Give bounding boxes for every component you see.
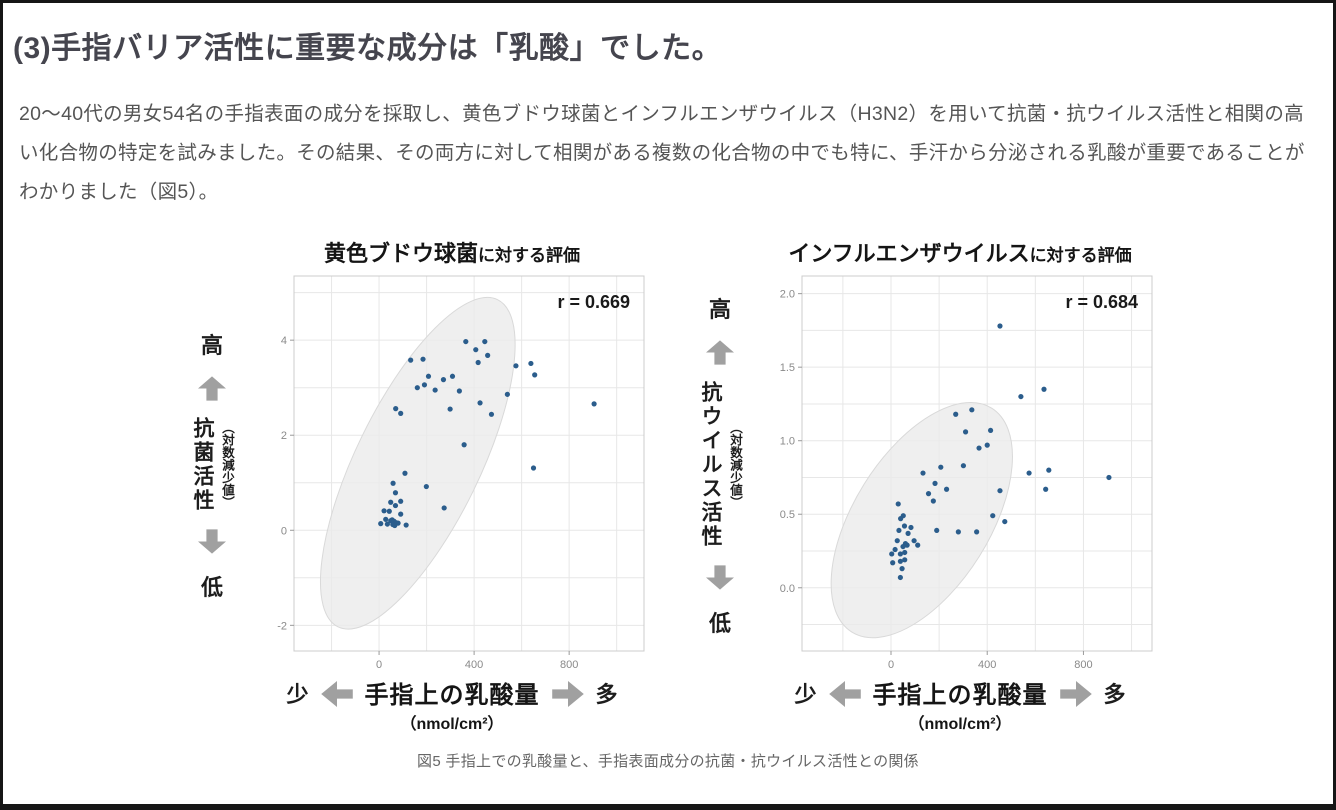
svg-text:800: 800 — [1074, 659, 1092, 671]
down-arrow-icon — [706, 564, 734, 590]
x-axis-title-sub: （nmol/cm²） — [908, 716, 1012, 733]
chart-title-antibacterial: 黄色ブドウ球菌に対する評価 — [324, 236, 580, 266]
chart-block-antibacterial: 高 抗菌活性 （対数減少値） 低 黄色ブドウ球菌に対する評価 — [174, 236, 654, 734]
svg-text:0: 0 — [376, 659, 382, 671]
figure-caption: 図5 手指上での乳酸量と、手指表面成分の抗菌・抗ウイルス活性との関係 — [417, 753, 919, 770]
y-axis-title: 抗ウイルス活性 （対数減少値） — [695, 381, 745, 549]
chart-block-antiviral: 高 抗ウイルス活性 （対数減少値） 低 インフルエンザウイルスに対 — [682, 236, 1162, 734]
scatter-plot-antiviral: 0 400 800 2.0 1.5 1.0 0.5 0.0 r = 0.684 — [780, 275, 1153, 671]
y-axis-title-sub: （対数減少値） — [220, 420, 234, 509]
chart-title-main: インフルエンザウイルス — [788, 241, 1030, 266]
chart-title-antiviral: インフルエンザウイルスに対する評価 — [788, 236, 1131, 266]
svg-text:2: 2 — [281, 430, 287, 442]
chart-main-antiviral: インフルエンザウイルスに対する評価 0 400 800 2.0 1.5 1.0 0.5 0.0… — [758, 236, 1162, 734]
svg-text:400: 400 — [465, 659, 483, 671]
x-high-label: 多 — [595, 682, 618, 707]
right-arrow-icon — [551, 681, 584, 707]
svg-text:400: 400 — [978, 659, 996, 671]
x-low-label: 少 — [794, 682, 817, 707]
y-axis-annotation-antibacterial: 高 抗菌活性 （対数減少値） 低 — [174, 274, 250, 655]
up-arrow-icon — [706, 339, 734, 365]
up-arrow-icon — [198, 375, 226, 401]
x-low-label: 少 — [286, 682, 309, 707]
chart-title-suffix: に対する評価 — [1029, 246, 1132, 265]
x-axis-title-main: 手指上の乳酸量 — [364, 682, 540, 709]
figure-5: 高 抗菌活性 （対数減少値） 低 黄色ブドウ球菌に対する評価 — [3, 236, 1333, 771]
svg-text:-2: -2 — [277, 620, 287, 632]
left-arrow-icon — [828, 681, 861, 707]
chart-title-main: 黄色ブドウ球菌 — [323, 241, 478, 266]
svg-text:0.0: 0.0 — [780, 583, 795, 595]
y-axis-title-main: 抗ウイルス活性 — [699, 380, 722, 549]
y-high-label: 高 — [708, 296, 731, 322]
svg-text:1.5: 1.5 — [780, 362, 795, 374]
x-axis-title-main: 手指上の乳酸量 — [872, 682, 1048, 709]
svg-text:0: 0 — [888, 659, 894, 671]
x-high-label: 多 — [1103, 682, 1126, 707]
x-axis-title: 手指上の乳酸量 （nmol/cm²） — [365, 675, 540, 734]
chart-title-suffix: に対する評価 — [478, 246, 580, 265]
x-axis-annotation-antiviral: 少 手指上の乳酸量 （nmol/cm²） 多 — [794, 675, 1126, 734]
svg-text:2.0: 2.0 — [780, 289, 795, 301]
page-title: (3)手指バリア活性に重要な成分は「乳酸」でした。 — [13, 32, 723, 65]
svg-text:800: 800 — [560, 659, 578, 671]
svg-text:4: 4 — [281, 335, 287, 347]
svg-text:r = 0.669: r = 0.669 — [557, 292, 630, 312]
y-high-label: 高 — [200, 332, 223, 358]
y-low-label: 低 — [200, 574, 223, 600]
y-axis-title: 抗菌活性 （対数減少値） — [187, 417, 237, 513]
y-axis-title-sub: （対数減少値） — [728, 420, 742, 509]
charts-row: 高 抗菌活性 （対数減少値） 低 黄色ブドウ球菌に対する評価 — [3, 236, 1333, 734]
left-arrow-icon — [320, 681, 353, 707]
y-axis-title-main: 抗菌活性 — [191, 416, 214, 513]
y-low-label: 低 — [708, 610, 731, 636]
svg-text:0: 0 — [281, 525, 287, 537]
x-axis-title-sub: （nmol/cm²） — [400, 716, 504, 733]
right-arrow-icon — [1059, 681, 1092, 707]
body-paragraph: 20〜40代の男女54名の手指表面の成分を採取し、黄色ブドウ球菌とインフルエンザ… — [19, 103, 1305, 203]
svg-text:0.5: 0.5 — [780, 509, 795, 521]
x-axis-title: 手指上の乳酸量 （nmol/cm²） — [873, 675, 1048, 734]
y-axis-annotation-antiviral: 高 抗ウイルス活性 （対数減少値） 低 — [682, 274, 758, 655]
down-arrow-icon — [198, 528, 226, 554]
chart-main-antibacterial: 黄色ブドウ球菌に対する評価 0 400 800 4 2 0 -2 r = 0.669 少 手指… — [250, 236, 654, 734]
x-axis-annotation-antibacterial: 少 手指上の乳酸量 （nmol/cm²） 多 — [286, 675, 618, 734]
scatter-plot-antibacterial: 0 400 800 4 2 0 -2 r = 0.669 — [277, 275, 645, 671]
svg-text:1.0: 1.0 — [780, 436, 795, 448]
svg-text:r = 0.684: r = 0.684 — [1065, 292, 1138, 312]
